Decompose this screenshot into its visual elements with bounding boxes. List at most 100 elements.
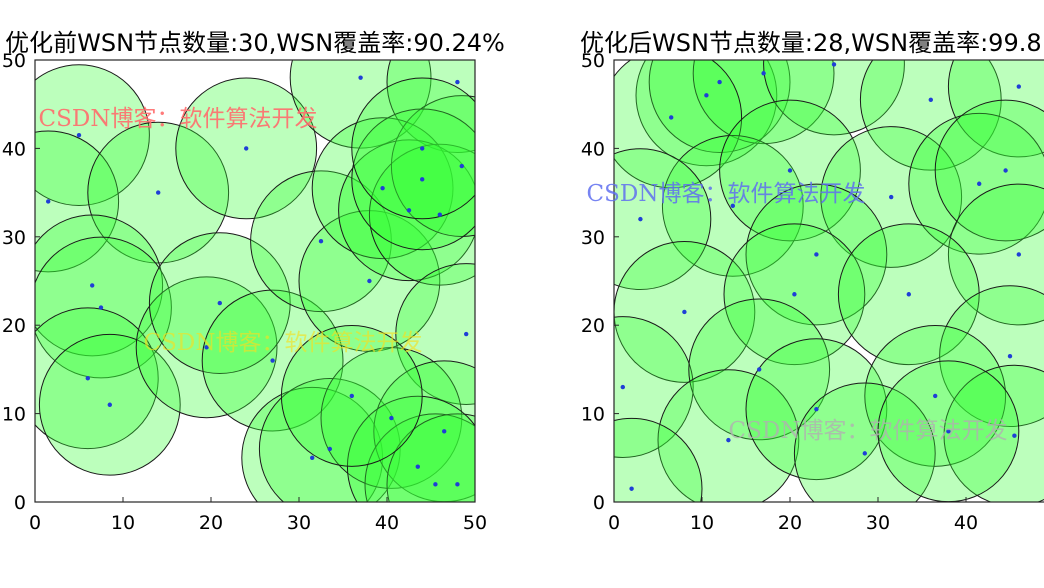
y-tick-label: 0	[593, 492, 605, 514]
sensor-node-point	[757, 367, 762, 372]
sensor-node-point	[327, 446, 332, 452]
sensor-node-point	[459, 163, 464, 169]
sensor-node-point	[244, 146, 249, 151]
watermark-bottom-before: CSDN博客：软件算法开发	[144, 330, 423, 356]
chart-title-after: 优化后WSN节点数量:28,WSN覆盖率:99.8	[580, 29, 1042, 57]
x-tick-label: 50	[463, 512, 487, 534]
axis-ticks-after: 0 10 20 30 40 0 10 20 30 40 50	[581, 50, 978, 534]
sensor-node-point	[704, 93, 709, 98]
y-tick-label: 50	[581, 50, 605, 72]
coverage-circle	[364, 413, 475, 502]
sensor-node-point	[464, 331, 469, 337]
y-tick-label: 30	[581, 227, 605, 249]
y-tick-label: 40	[581, 138, 605, 160]
x-tick-label: 0	[608, 512, 620, 534]
watermark-top-after: CSDN博客：软件算法开发	[587, 181, 866, 207]
coverage-circle	[35, 130, 120, 273]
coverage-circle	[763, 60, 905, 136]
sensor-node-point	[415, 464, 420, 469]
sensor-node-point	[85, 376, 91, 381]
sensor-node-point	[889, 194, 894, 200]
sensor-node-point	[730, 203, 735, 209]
sensor-node-point	[669, 115, 674, 120]
sensor-node-point	[455, 482, 460, 487]
y-tick-label: 50	[2, 50, 26, 72]
sensor-node-point	[204, 345, 209, 350]
sensor-node-point	[946, 429, 951, 434]
x-tick-label: 40	[375, 512, 399, 534]
x-tick-label: 10	[690, 512, 714, 534]
sensor-node-point	[1016, 252, 1021, 257]
sensor-node-point	[717, 79, 722, 85]
sensor-node-point	[1016, 84, 1021, 89]
sensor-nodes-before	[46, 75, 469, 487]
coverage-circle	[386, 60, 475, 153]
sensor-node-point	[156, 190, 161, 195]
x-tick-label: 10	[111, 512, 135, 534]
sensor-node-point	[380, 185, 385, 191]
sensor-node-point	[792, 292, 797, 297]
sensor-node-point	[107, 402, 113, 407]
sensor-node-point	[977, 181, 982, 186]
x-tick-label: 30	[287, 512, 311, 534]
sensor-node-point	[433, 482, 438, 487]
coverage-circle	[657, 369, 800, 502]
coverage-circle	[692, 60, 835, 145]
coverage-circle	[614, 148, 712, 290]
sensor-node-point	[318, 239, 324, 244]
sensor-node-point	[831, 62, 837, 67]
coverage-circle	[35, 64, 150, 207]
chart-title-before: 优化前WSN节点数量:30,WSN覆盖率:90.24%	[5, 29, 505, 57]
sensor-node-point	[726, 437, 731, 443]
coverage-circle	[934, 99, 1044, 242]
sensor-node-point	[620, 384, 625, 390]
sensor-node-point	[638, 216, 643, 222]
plot-frame-before	[34, 59, 476, 503]
panel-after-optimization: 0 10 20 30 40 0 10 20 30 40 50 优化后WSN节点数量:28,WSN覆盖…	[580, 29, 1044, 534]
coverage-circle	[351, 108, 475, 251]
y-tick-label: 20	[581, 315, 605, 337]
plot-area-before	[35, 60, 475, 502]
sensor-node-point	[310, 455, 315, 460]
coverage-circle	[395, 263, 475, 405]
coverage-circle	[614, 417, 703, 502]
sensor-node-point	[906, 292, 911, 297]
sensor-node-point	[455, 79, 460, 85]
coverage-circle	[289, 60, 432, 149]
sensor-node-point	[814, 406, 819, 412]
y-tick-label: 10	[2, 404, 26, 426]
sensor-node-point	[420, 146, 425, 151]
sensor-node-point	[1012, 433, 1017, 438]
sensor-node-point	[442, 429, 447, 434]
coverage-circle	[258, 378, 401, 502]
coverage-circle	[351, 77, 475, 220]
sensor-node-point	[629, 486, 634, 491]
coverage-circle	[35, 307, 159, 450]
y-tick-label: 40	[2, 138, 26, 160]
sensor-node-point	[406, 208, 412, 213]
sensor-node-point	[928, 97, 933, 102]
sensor-node-point	[76, 132, 82, 138]
coverage-circle	[939, 285, 1044, 428]
sensor-node-point	[1007, 353, 1013, 359]
sensor-node-point	[787, 168, 793, 173]
coverage-circles-after	[614, 60, 1044, 502]
coverage-circle	[390, 95, 475, 237]
sensor-node-point	[437, 212, 442, 217]
coverage-circle	[947, 183, 1044, 326]
panel-before-optimization: 0 10 20 30 40 50 0 10 20 30 40 50 优化前WSN节点数量:30,WSN…	[2, 29, 505, 534]
y-tick-label: 20	[2, 315, 26, 337]
sensor-node-point	[862, 451, 867, 456]
coverage-circle	[943, 364, 1044, 502]
sensor-node-point	[933, 393, 938, 399]
y-tick-label: 0	[14, 492, 26, 514]
watermark-top-before: CSDN博客：软件算法开发	[39, 106, 318, 132]
coverage-circle	[947, 60, 1044, 158]
x-tick-label: 40	[954, 512, 978, 534]
sensor-node-point	[389, 415, 394, 421]
x-tick-label: 30	[866, 512, 890, 534]
plot-area-after	[614, 60, 1044, 502]
coverage-circle	[368, 143, 475, 286]
y-tick-label: 30	[2, 227, 26, 249]
x-tick-label: 20	[199, 512, 223, 534]
